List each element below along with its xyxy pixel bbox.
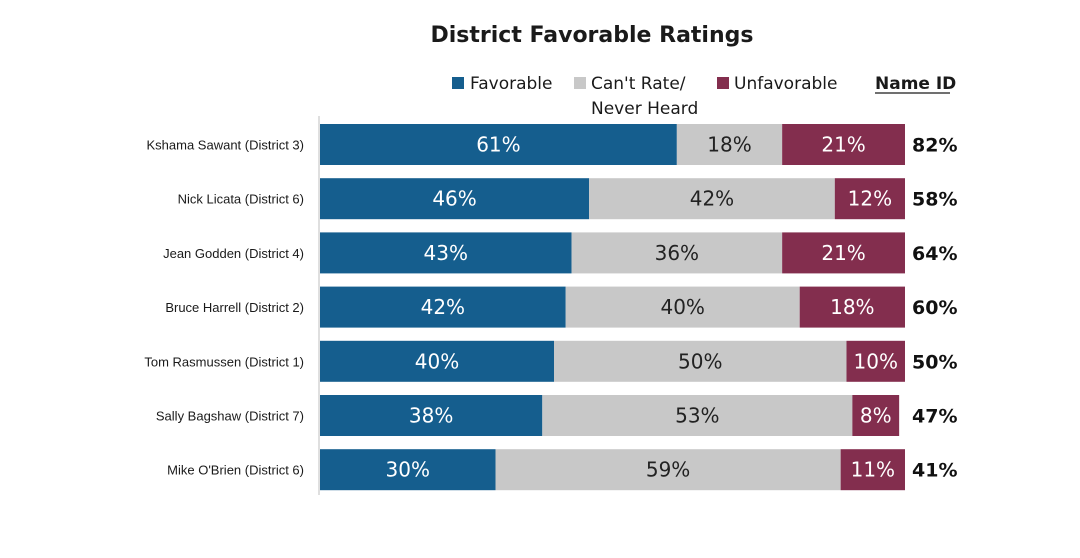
- name-id-value: 82%: [912, 135, 957, 157]
- category-label: Tom Rasmussen (District 1): [144, 354, 304, 369]
- bar-segment-favorable: [320, 178, 590, 220]
- chart-title: District Favorable Ratings: [431, 23, 754, 48]
- category-label: Mike O'Brien (District 6): [167, 463, 304, 478]
- data-label: 40%: [660, 295, 704, 319]
- data-label: 61%: [476, 133, 520, 157]
- data-label: 21%: [821, 241, 865, 265]
- bar-segment-can-t-rate-never-heard: [554, 340, 847, 382]
- data-label: 53%: [675, 404, 719, 428]
- category-label: Kshama Sawant (District 3): [147, 138, 305, 153]
- category-labels: Kshama Sawant (District 3) Nick Licata (D…: [144, 138, 304, 478]
- data-label: 18%: [830, 295, 874, 319]
- data-label: 21%: [821, 133, 865, 157]
- bar-segment-can-t-rate-never-heard: [676, 124, 783, 165]
- data-label: 30%: [386, 458, 430, 482]
- category-label: Bruce Harrell (District 2): [165, 300, 304, 315]
- data-label: 11%: [851, 458, 895, 482]
- category-label: Nick Licata (District 6): [178, 192, 304, 207]
- bar-segment-favorable: [320, 340, 554, 382]
- bar-segment-unfavorable: [852, 395, 900, 436]
- bar-segment-unfavorable: [782, 232, 905, 274]
- legend-swatch-3: [717, 77, 729, 89]
- data-label: 42%: [690, 187, 734, 211]
- bar-segment-can-t-rate-never-heard: [571, 232, 783, 274]
- bars: 61% 18% 21% 46% 42% 12% 43% 36% 21% 42% 40% 18% 40% 5…: [320, 124, 905, 491]
- data-label: 50%: [678, 349, 722, 373]
- name-id-value: 64%: [912, 243, 957, 265]
- bar-segment-favorable: [320, 232, 572, 274]
- bar-segment-unfavorable: [782, 124, 905, 165]
- legend-swatch-2: [574, 77, 586, 89]
- legend-label-2-line-1: Can't Rate/: [591, 74, 686, 94]
- data-label: 8%: [860, 404, 892, 428]
- bar-segment-favorable: [320, 395, 543, 436]
- bar-segment-unfavorable: [834, 178, 905, 220]
- bar-segment-favorable: [320, 286, 566, 328]
- category-label: Sally Bagshaw (District 7): [156, 409, 304, 424]
- name-id-value: 41%: [912, 460, 957, 482]
- name-id-value: 50%: [912, 351, 957, 373]
- data-label: 43%: [424, 241, 468, 265]
- data-label: 46%: [432, 187, 476, 211]
- data-label: 36%: [655, 241, 699, 265]
- name-id-value: 47%: [912, 406, 957, 428]
- bar-segment-favorable: [320, 124, 677, 165]
- bar-segment-unfavorable: [840, 449, 905, 491]
- legend-label-3: Unfavorable: [734, 74, 837, 94]
- name-id-value: 58%: [912, 189, 957, 211]
- data-label: 42%: [421, 295, 465, 319]
- legend-swatch-1: [452, 77, 464, 89]
- legend-label-1: Favorable: [470, 74, 552, 94]
- data-label: 40%: [415, 349, 459, 373]
- bar-segment-can-t-rate-never-heard: [495, 449, 841, 491]
- bar-segment-can-t-rate-never-heard: [589, 178, 835, 220]
- name-id-column: 82% 58% 64% 60% 50% 47% 41%: [912, 135, 957, 482]
- bar-segment-can-t-rate-never-heard: [542, 395, 853, 436]
- data-label: 12%: [848, 187, 892, 211]
- data-label: 10%: [854, 349, 898, 373]
- data-label: 59%: [646, 458, 690, 482]
- name-id-value: 60%: [912, 297, 957, 319]
- legend: Favorable Can't Rate/Never Heard Unfavorab…: [452, 74, 956, 119]
- bar-segment-can-t-rate-never-heard: [565, 286, 800, 328]
- name-id-header: Name ID: [875, 74, 956, 94]
- bar-segment-unfavorable: [846, 340, 905, 382]
- bar-segment-unfavorable: [799, 286, 905, 328]
- data-label: 38%: [409, 404, 453, 428]
- category-label: Jean Godden (District 4): [163, 246, 304, 261]
- data-label: 18%: [707, 133, 751, 157]
- bar-segment-favorable: [320, 449, 496, 491]
- legend-label-2-line-2: Never Heard: [591, 99, 698, 119]
